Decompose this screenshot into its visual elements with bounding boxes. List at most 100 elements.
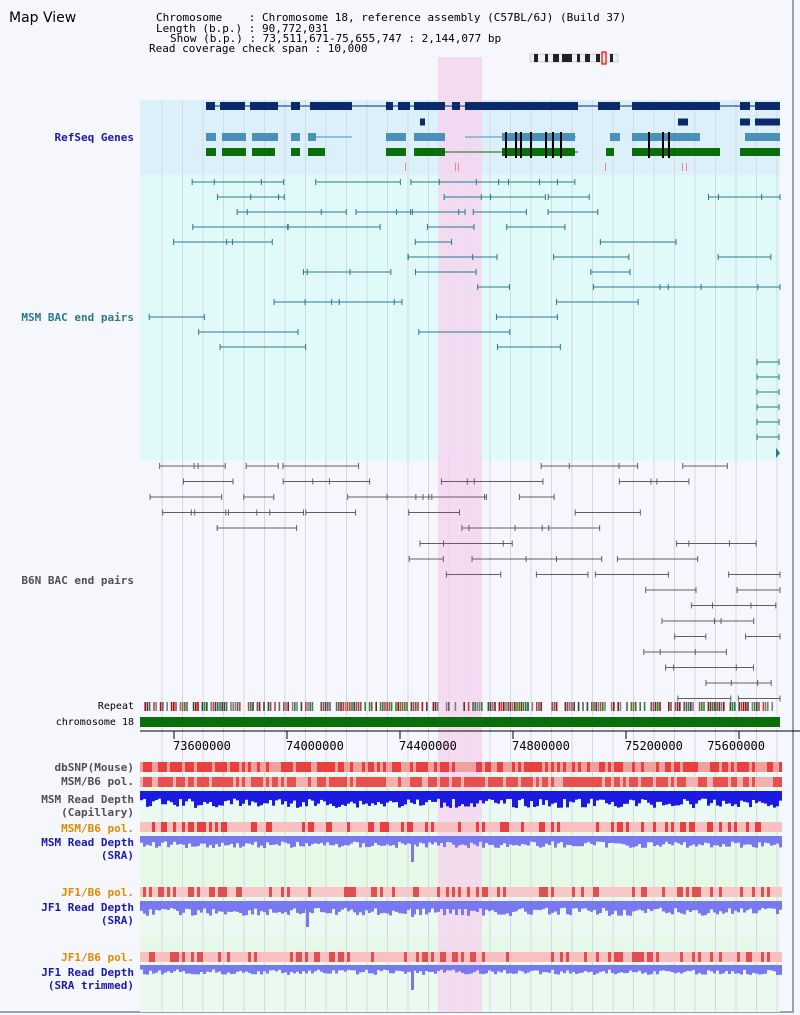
heat-cell bbox=[179, 952, 182, 962]
heat-cell bbox=[749, 887, 752, 897]
heat-cell bbox=[356, 777, 359, 787]
read-depth-bar bbox=[701, 791, 704, 799]
read-depth-bar bbox=[362, 901, 365, 916]
heat-cell bbox=[743, 762, 746, 772]
heat-cell bbox=[194, 822, 197, 832]
gene-exon[interactable] bbox=[252, 148, 275, 156]
gene-exon[interactable] bbox=[308, 148, 325, 156]
heat-cell bbox=[668, 777, 671, 787]
heat-cell bbox=[767, 762, 770, 772]
read-depth-bar bbox=[560, 901, 563, 909]
read-depth-bar bbox=[428, 901, 431, 913]
gene-exon[interactable] bbox=[632, 133, 700, 141]
heat-cell bbox=[311, 822, 314, 832]
read-depth-bar bbox=[632, 791, 635, 801]
read-depth-bar bbox=[698, 965, 701, 974]
read-depth-bar bbox=[170, 965, 173, 974]
gene-exon[interactable] bbox=[291, 148, 300, 156]
gene-exon[interactable] bbox=[420, 118, 425, 126]
gene-exon[interactable] bbox=[678, 118, 688, 126]
gene-exon[interactable] bbox=[414, 133, 445, 141]
read-depth-bar bbox=[221, 791, 224, 806]
read-depth-bar bbox=[455, 901, 458, 916]
heat-cell bbox=[206, 887, 209, 897]
heat-cell bbox=[185, 777, 188, 787]
heat-cell bbox=[245, 762, 248, 772]
gene-exon[interactable] bbox=[610, 133, 620, 141]
repeat-element bbox=[166, 702, 168, 711]
read-depth-bar bbox=[635, 901, 638, 911]
read-depth-bar bbox=[707, 836, 710, 844]
gene-exon[interactable] bbox=[308, 133, 316, 141]
heat-cell bbox=[392, 952, 395, 962]
heat-cell bbox=[365, 822, 368, 832]
chromosome-18-bar[interactable] bbox=[140, 717, 780, 727]
gene-exon[interactable] bbox=[740, 148, 780, 156]
repeat-element bbox=[604, 702, 606, 711]
read-depth-bar bbox=[767, 965, 770, 971]
heat-cell bbox=[344, 887, 347, 897]
heat-cell bbox=[566, 777, 569, 787]
heat-cell bbox=[494, 762, 497, 772]
read-depth-bar bbox=[377, 791, 380, 803]
heat-cell bbox=[359, 777, 362, 787]
read-depth-bar bbox=[257, 965, 260, 972]
gene-exon[interactable] bbox=[414, 148, 445, 156]
chromosome-ideogram[interactable] bbox=[529, 53, 619, 63]
read-depth-bar bbox=[362, 791, 365, 805]
gene-exon[interactable] bbox=[252, 133, 278, 141]
heat-cell bbox=[614, 952, 617, 962]
read-depth-bar bbox=[692, 836, 695, 845]
gene-exon[interactable] bbox=[222, 148, 246, 156]
read-depth-bar bbox=[188, 791, 191, 799]
heat-cell bbox=[584, 952, 587, 962]
heat-cell bbox=[275, 762, 278, 772]
read-depth-bar bbox=[380, 965, 383, 972]
read-depth-bar bbox=[416, 791, 419, 800]
gene-exon[interactable] bbox=[386, 133, 406, 141]
heat-cell bbox=[188, 777, 191, 787]
repeat-element bbox=[683, 702, 685, 711]
heat-cell bbox=[455, 887, 458, 897]
heat-cell bbox=[326, 887, 329, 897]
heat-cell bbox=[623, 822, 626, 832]
gene-exon[interactable] bbox=[745, 133, 780, 141]
heat-cell bbox=[419, 762, 422, 772]
selected-region-highlight[interactable] bbox=[438, 57, 482, 1012]
length-info: Length (b.p.) : 90,772,031 bbox=[156, 22, 329, 35]
heat-cell bbox=[581, 887, 584, 897]
heat-cell bbox=[509, 822, 512, 832]
gene-exon[interactable] bbox=[606, 148, 614, 156]
read-depth-bar bbox=[716, 901, 719, 915]
gene-exon[interactable] bbox=[291, 133, 300, 141]
heat-cell bbox=[182, 952, 185, 962]
heat-cell bbox=[422, 952, 425, 962]
heat-cell bbox=[326, 822, 329, 832]
heat-cell bbox=[440, 887, 443, 897]
heat-cell bbox=[197, 777, 200, 787]
heat-cell bbox=[551, 822, 554, 832]
repeat-element bbox=[555, 702, 558, 711]
heat-cell bbox=[446, 762, 449, 772]
read-depth-bar bbox=[473, 901, 476, 911]
heat-cell bbox=[362, 822, 365, 832]
heat-cell bbox=[485, 762, 488, 772]
read-depth-bar bbox=[557, 901, 560, 915]
read-depth-bar bbox=[638, 965, 641, 971]
gene-exon[interactable] bbox=[206, 148, 216, 156]
gene-exon[interactable] bbox=[222, 133, 246, 141]
heat-cell bbox=[188, 887, 191, 897]
gene-exon[interactable] bbox=[386, 148, 406, 156]
heat-cell bbox=[653, 762, 656, 772]
read-depth-bar bbox=[536, 836, 539, 847]
heat-cell bbox=[761, 952, 764, 962]
heat-cell bbox=[536, 762, 539, 772]
gene-exon[interactable] bbox=[206, 133, 216, 141]
gene-exon[interactable] bbox=[740, 118, 750, 126]
read-depth-bar bbox=[551, 791, 554, 804]
dbsnp-label: dbSNP(Mouse) bbox=[54, 761, 134, 774]
read-depth-bar bbox=[431, 791, 434, 802]
heat-cell bbox=[146, 777, 149, 787]
gene-exon[interactable] bbox=[755, 118, 780, 126]
